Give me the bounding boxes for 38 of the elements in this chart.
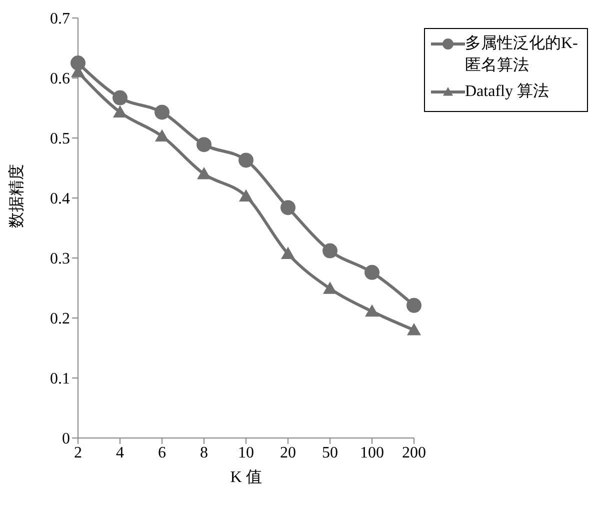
point: [112, 90, 128, 106]
y-tick-label: 0.2: [50, 310, 70, 328]
x-tick-label: 2: [74, 444, 82, 462]
y-axis-title: 数据精度: [8, 164, 26, 228]
point: [407, 323, 421, 336]
legend-label: 多属性泛化的K-匿名算法: [465, 34, 579, 76]
x-axis-title: K 值: [230, 469, 262, 486]
point: [197, 167, 211, 180]
y-tick-label: 0.3: [50, 250, 70, 268]
point: [280, 200, 296, 216]
point: [113, 105, 127, 118]
point: [155, 129, 169, 142]
point: [196, 137, 212, 152]
point: [323, 282, 337, 294]
y-tick-label: 0.5: [50, 130, 70, 148]
y-tick-label: 0.4: [50, 190, 70, 208]
x-tick-label: 200: [402, 444, 426, 462]
point: [365, 304, 379, 317]
legend-label: Datafly 算法: [465, 82, 549, 102]
x-tick-label: 20: [280, 444, 296, 462]
point: [239, 189, 253, 202]
point: [406, 298, 422, 313]
point: [238, 152, 254, 168]
point: [322, 243, 338, 258]
point: [70, 56, 86, 70]
x-tick-label: 4: [116, 444, 124, 462]
y-tick-label: 0.1: [50, 370, 70, 388]
x-tick-label: 8: [200, 444, 208, 462]
x-tick-label: 50: [322, 444, 338, 462]
y-tick-label: 0.6: [50, 70, 70, 88]
x-tick-label: 6: [158, 444, 166, 462]
point: [364, 264, 380, 280]
x-tick-label: 100: [360, 444, 384, 462]
point: [154, 104, 170, 120]
y-tick-label: 0: [62, 430, 70, 448]
point: [281, 246, 295, 260]
x-tick-label: 10: [238, 444, 254, 462]
y-tick-label: 0.7: [50, 10, 70, 28]
